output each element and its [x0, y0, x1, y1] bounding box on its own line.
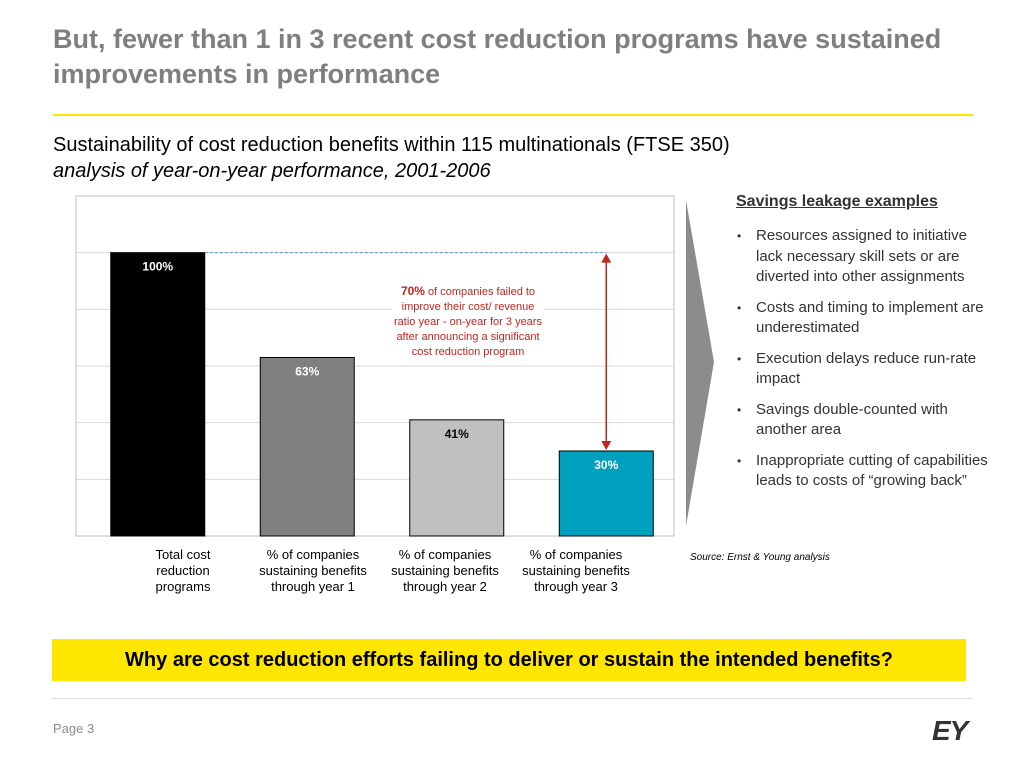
x-category-label: Total cost reduction programs [155, 547, 211, 594]
footer-divider [52, 698, 972, 699]
banner-text: Why are cost reduction efforts failing t… [125, 648, 893, 671]
arrowhead-up-icon [601, 253, 612, 263]
list-item: Resources assigned to initiative lack ne… [736, 226, 994, 288]
annotation-highlight: 70% [400, 284, 425, 298]
data-label: 100% [142, 260, 173, 274]
slide-title: But, fewer than 1 in 3 recent cost reduc… [53, 24, 942, 89]
title-divider [53, 114, 973, 116]
page-number: Page 3 [53, 721, 95, 736]
leakage-list: Resources assigned to initiative lack ne… [736, 226, 994, 502]
chevron-arrow-icon [686, 200, 714, 526]
source-note: Source: Ernst & Young analysis [690, 552, 830, 563]
bar [409, 419, 505, 537]
question-banner: Why are cost reduction efforts failing t… [52, 639, 966, 681]
list-item: Savings double-counted with another area [736, 400, 994, 441]
chart-subtitle: Sustainability of cost reduction benefit… [53, 134, 730, 156]
sidebar-heading: Savings leakage examples [736, 193, 938, 210]
data-label: 41% [445, 427, 469, 441]
x-category-label: % of companies sustaining benefits throu… [259, 547, 367, 594]
arrowhead-down-icon [601, 441, 612, 450]
x-category-label: % of companies sustaining benefits throu… [391, 547, 499, 594]
list-item: Execution delays reduce run-rate impact [736, 349, 994, 390]
data-label: 30% [594, 458, 618, 472]
chart-subtitle-italic: analysis of year-on-year performance, 20… [53, 160, 491, 182]
chart-annotation: 70% of companies failed to improve their… [392, 284, 544, 360]
list-item: Inappropriate cutting of capabilities le… [736, 451, 994, 492]
plot-area-frame [75, 195, 675, 537]
list-item: Costs and timing to implement are undere… [736, 298, 994, 339]
ey-logo: EY [932, 715, 968, 746]
data-label: 63% [295, 365, 319, 379]
bar [259, 357, 355, 537]
bar [110, 252, 206, 537]
annotation-text: of companies failed to improve their cos… [394, 286, 542, 358]
bar [558, 450, 654, 537]
x-category-label: % of companies sustaining benefits throu… [522, 547, 630, 594]
